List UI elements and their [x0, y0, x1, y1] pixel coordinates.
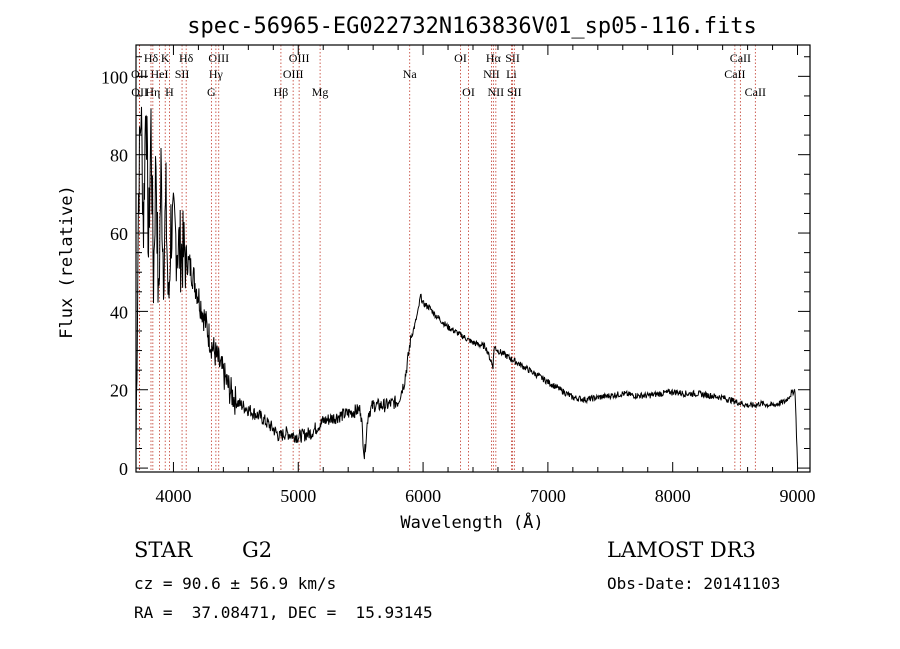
line-marker-label: CaII	[745, 85, 766, 99]
line-marker-label: Na	[403, 67, 418, 81]
flux-line	[135, 106, 798, 465]
x-tick-label: 8000	[655, 486, 691, 506]
line-marker-label: SII	[505, 51, 520, 65]
y-tick-label: 20	[110, 381, 128, 401]
y-tick-label: 0	[119, 459, 128, 479]
y-tick-label: 80	[110, 146, 128, 166]
y-tick-label: 100	[101, 67, 128, 87]
survey-name: LAMOST DR3	[607, 538, 756, 562]
observation-date: Obs-Date: 20141103	[607, 574, 781, 593]
y-tick-label: 40	[110, 302, 128, 322]
object-subclass: G2	[242, 538, 273, 562]
line-marker-label: Li	[506, 67, 517, 81]
x-axis-label: Wavelength (Å)	[400, 511, 543, 533]
line-marker-label: Hδ	[179, 51, 194, 65]
axis-ticks: 4000 5000 6000 7000 8000 9000 0 20 40 60 80 100	[101, 45, 816, 506]
redshift-velocity: cz = 90.6 ± 56.9 km/s	[134, 574, 337, 593]
x-tick-label: 5000	[280, 486, 316, 506]
line-marker-label: CaII	[730, 51, 751, 65]
line-marker-label: SII	[175, 67, 190, 81]
line-marker-label: OIII	[283, 67, 304, 81]
line-marker-label: OI	[462, 85, 475, 99]
x-tick-label: 9000	[780, 486, 816, 506]
line-marker-label: OIII	[289, 51, 310, 65]
sky-coordinates: RA = 37.08471, DEC = 15.93145	[134, 603, 433, 622]
line-marker-label: Hδ	[144, 51, 159, 65]
line-marker-label: NII	[488, 85, 505, 99]
line-marker-label: NII	[483, 67, 500, 81]
chart-title: spec-56965-EG022732N163836V01_sp05-116.f…	[187, 14, 757, 39]
x-tick-label: 6000	[405, 486, 441, 506]
line-marker-label: Hβ	[274, 85, 289, 99]
line-marker-label: HeI	[150, 67, 168, 81]
plot-frame	[135, 44, 811, 473]
object-class: STAR	[134, 538, 193, 562]
line-marker-label: OIII	[208, 51, 229, 65]
line-marker-label: CaII	[724, 67, 745, 81]
line-marker-label: K	[161, 51, 170, 65]
line-marker-label: Hγ	[209, 67, 224, 81]
line-marker-label: H	[165, 85, 174, 99]
line-marker-label: Hη	[145, 85, 160, 99]
x-tick-label: 7000	[530, 486, 566, 506]
line-marker-label: Hα	[486, 51, 502, 65]
x-tick-label: 4000	[155, 486, 191, 506]
line-marker-label: OI	[454, 51, 467, 65]
y-tick-label: 60	[110, 224, 128, 244]
series-group	[135, 106, 798, 465]
line-marker-label: Mg	[312, 85, 329, 99]
y-axis-label: Flux (relative)	[57, 185, 77, 339]
line-marker-label: SII	[507, 85, 522, 99]
line-marker-label: G	[207, 85, 216, 99]
